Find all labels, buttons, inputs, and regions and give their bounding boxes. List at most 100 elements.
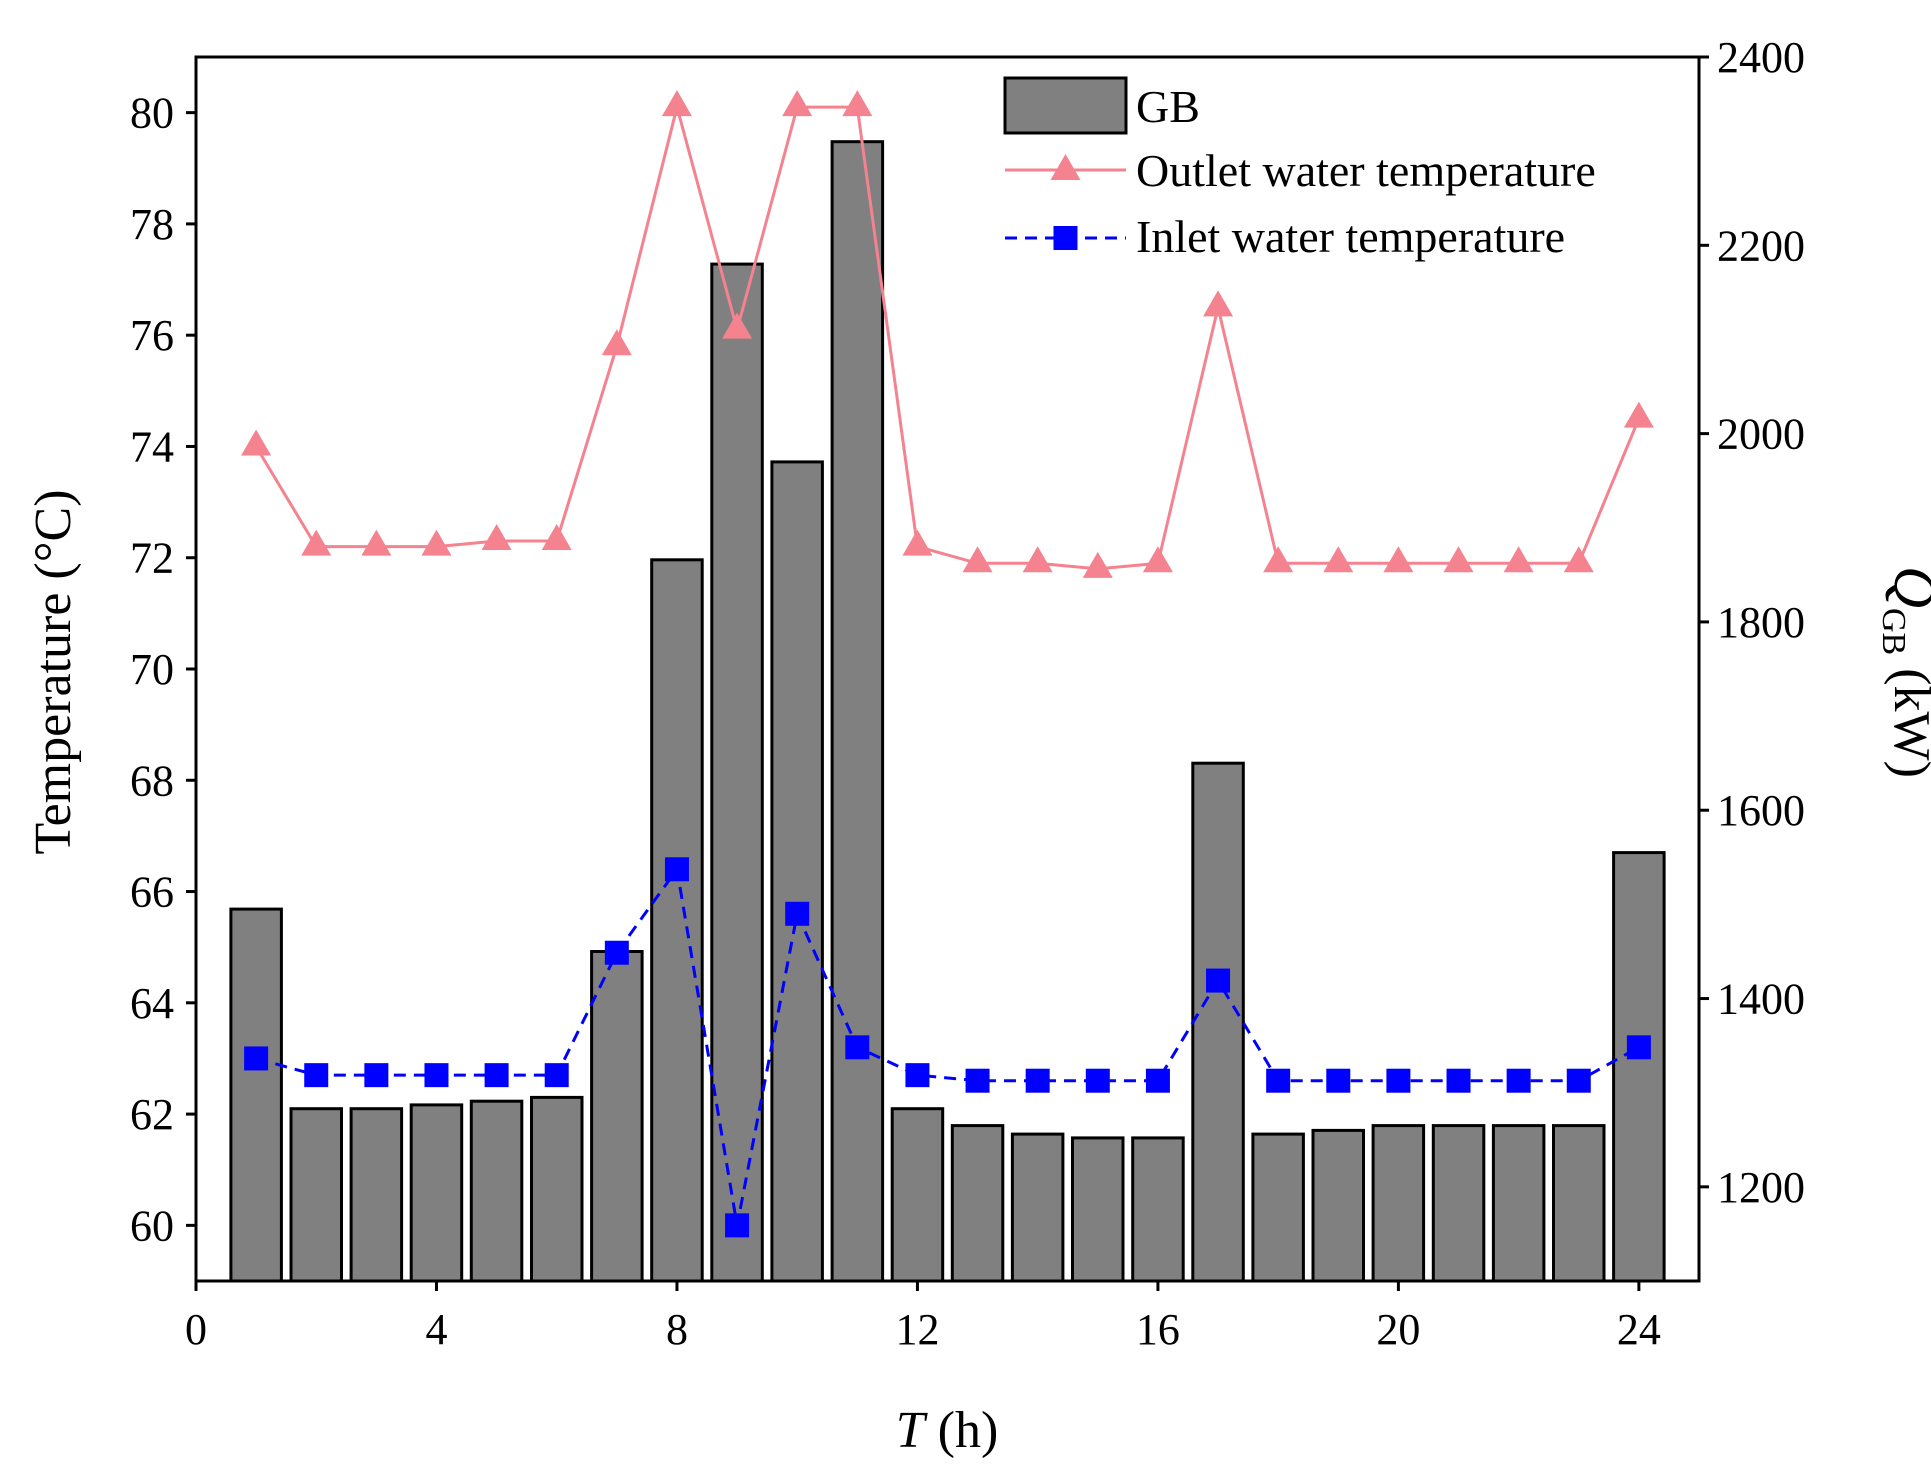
gb-bar — [409, 1103, 464, 1283]
outlet-temperature-point — [421, 529, 452, 556]
outlet-temperature-point — [661, 90, 692, 117]
outlet-temperature-point — [601, 329, 632, 356]
y-axis-right-title: QGB (kW) — [1875, 566, 1931, 778]
y-right-tick-label: 1400 — [1717, 975, 1805, 1024]
outlet-temperature-point — [782, 90, 813, 117]
x-tick-label: 24 — [1617, 1305, 1661, 1354]
y-axis-right-title-unit: (kW) — [1883, 655, 1931, 778]
inlet-temperature-point — [1145, 1068, 1170, 1093]
y-left-tick-label: 60 — [130, 1201, 174, 1250]
y-left-tick-label: 72 — [130, 534, 174, 583]
x-axis-title-italic: T — [896, 1402, 928, 1459]
y-axis-left: 60 62 64 66 68 70 72 74 76 78 80 — [130, 89, 196, 1250]
outlet-temperature-point — [962, 546, 993, 573]
outlet-temperature-series — [241, 90, 1654, 578]
outlet-temperature-point — [1082, 551, 1113, 578]
gb-bar — [770, 460, 824, 1283]
gb-bar — [229, 907, 283, 1283]
gb-bar — [830, 140, 885, 1283]
x-tick-label: 16 — [1136, 1305, 1180, 1354]
inlet-temperature-point — [424, 1063, 449, 1088]
y-left-tick-label: 78 — [130, 200, 174, 249]
gb-bar — [1251, 1132, 1305, 1283]
inlet-temperature-point — [1085, 1068, 1110, 1093]
inlet-temperature-point — [244, 1046, 269, 1071]
outlet-temperature-point — [1203, 290, 1234, 317]
outlet-temperature-point — [1503, 546, 1534, 573]
y-right-tick-label: 1800 — [1717, 598, 1805, 647]
outlet-temperature-point — [301, 529, 332, 556]
x-tick-label: 20 — [1376, 1305, 1420, 1354]
inlet-temperature-point — [664, 857, 689, 882]
y-axis-right: 1200 1400 1600 1800 2000 2200 2400 — [1699, 33, 1805, 1212]
inlet-temperature-point — [1386, 1068, 1411, 1093]
outlet-temperature-point — [1383, 546, 1414, 573]
y-axis-right-title-sub: GB — [1875, 608, 1912, 655]
x-axis-title-unit: (h) — [925, 1402, 999, 1459]
inlet-temperature-point — [544, 1063, 569, 1088]
y-left-tick-label: 68 — [130, 756, 174, 805]
gb-bar — [1191, 761, 1245, 1283]
inlet-temperature-point — [905, 1063, 930, 1088]
outlet-temperature-point — [1263, 546, 1294, 573]
gb-bar — [1010, 1132, 1065, 1283]
outlet-temperature-point — [1142, 546, 1173, 573]
y-right-tick-label: 2200 — [1717, 221, 1805, 270]
gb-bar — [530, 1095, 584, 1283]
outlet-temperature-point — [842, 90, 873, 117]
x-tick-label: 0 — [185, 1305, 207, 1354]
gb-bar — [1311, 1128, 1365, 1283]
gb-bar — [1612, 851, 1666, 1283]
inlet-temperature-point — [725, 1213, 750, 1238]
gb-bar — [590, 950, 644, 1283]
outlet-temperature-point — [481, 524, 512, 551]
outlet-temperature-point — [361, 529, 392, 556]
outlet-temperature-point — [1323, 546, 1354, 573]
outlet-temperature-point — [902, 529, 933, 556]
gb-bar — [469, 1099, 524, 1283]
inlet-temperature-point — [1266, 1068, 1291, 1093]
outlet-temperature-point — [1443, 546, 1474, 573]
y-left-tick-label: 76 — [130, 311, 174, 360]
inlet-temperature-point — [484, 1063, 509, 1088]
inlet-temperature-series — [244, 857, 1651, 1238]
gb-bar — [1131, 1136, 1185, 1283]
y-left-tick-label: 80 — [130, 89, 174, 138]
inlet-temperature-point — [1566, 1068, 1591, 1093]
x-tick-label: 8 — [666, 1305, 688, 1354]
inlet-temperature-point — [1506, 1068, 1531, 1093]
y-axis-left-title: Temperature (°C) — [25, 489, 82, 854]
inlet-temperature-point — [604, 940, 629, 965]
gb-bar — [1071, 1136, 1125, 1283]
inlet-temperature-point — [304, 1063, 329, 1088]
y-right-tick-label: 1600 — [1717, 786, 1805, 835]
legend-swatch-gb — [1003, 76, 1128, 135]
gb-bar — [710, 262, 764, 1283]
y-right-tick-label: 2400 — [1717, 33, 1805, 82]
gb-bar — [1491, 1124, 1546, 1283]
y-left-tick-label: 64 — [130, 979, 174, 1028]
inlet-temperature-point — [1626, 1035, 1651, 1060]
outlet-temperature-point — [1022, 546, 1053, 573]
x-axis: 0 4 8 12 16 20 24 — [185, 1281, 1661, 1354]
gb-bar — [650, 558, 704, 1283]
y-left-tick-label: 74 — [130, 422, 174, 471]
gb-bar — [349, 1107, 404, 1283]
inlet-temperature-point — [1206, 968, 1231, 993]
legend-marker-outlet — [1050, 154, 1081, 180]
y-left-tick-label: 70 — [130, 645, 174, 694]
inlet-temperature-point — [1025, 1068, 1050, 1093]
y-right-tick-label: 1200 — [1717, 1163, 1805, 1212]
x-tick-label: 12 — [895, 1305, 939, 1354]
gb-bar — [950, 1124, 1005, 1283]
y-axis-right-title-q: Q — [1882, 566, 1931, 608]
inlet-temperature-point — [785, 901, 810, 926]
outlet-temperature-point — [722, 312, 753, 339]
legend-label-outlet: Outlet water temperature — [1136, 145, 1596, 196]
inlet-temperature-point — [364, 1063, 389, 1088]
inlet-temperature-point — [1326, 1068, 1351, 1093]
outlet-temperature-point — [1563, 546, 1594, 573]
gb-bar — [1552, 1124, 1606, 1283]
y-left-tick-label: 66 — [130, 868, 174, 917]
